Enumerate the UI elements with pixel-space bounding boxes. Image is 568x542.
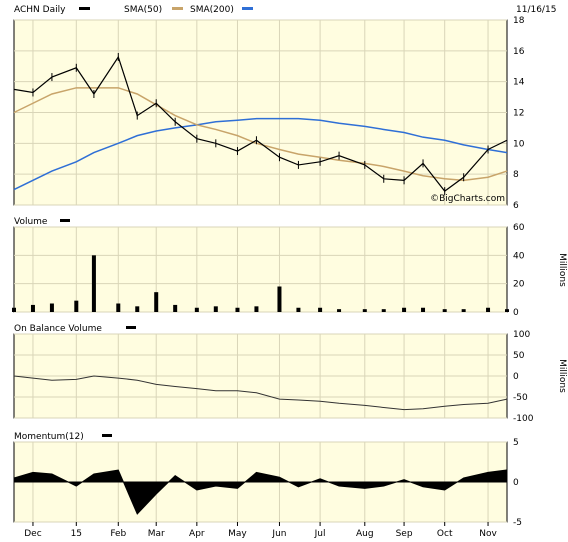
obv-unit-label: Millions <box>557 359 567 393</box>
price-panel: 6 8 10 12 14 16 18 ©BigCharts.com <box>13 16 525 211</box>
volume-bar <box>461 309 466 312</box>
volume-bar <box>381 309 386 312</box>
sma200-line <box>13 117 508 191</box>
volume-bar <box>173 304 178 312</box>
obv-line <box>13 375 508 411</box>
sma200-legend-swatch <box>242 7 253 10</box>
symbol-label: ACHN Daily <box>14 5 66 15</box>
x-tick-label: May <box>228 529 247 539</box>
obv-ytick-label: 50 <box>513 351 525 361</box>
volume-bar <box>154 292 159 312</box>
volume-title: Volume <box>14 217 48 227</box>
volume-bar <box>318 307 323 312</box>
volume-ytick-label: 20 <box>513 280 525 290</box>
obv-title: On Balance Volume <box>14 324 102 334</box>
x-tick-label: Jun <box>271 529 286 539</box>
momentum-area <box>13 469 508 515</box>
x-tick-label: Oct <box>437 529 453 539</box>
volume-bar <box>421 307 426 312</box>
watermark: ©BigCharts.com <box>430 194 505 204</box>
volume-bar <box>362 309 367 312</box>
price-ytick-label: 16 <box>513 47 525 57</box>
x-axis: Dec 15 Feb Mar Apr May Jun Jul Aug Sep Oct Nov <box>24 522 497 539</box>
obv-panel: -100 -50 0 50 100 On Balance Volume Millions <box>13 324 567 424</box>
momentum-title: Momentum(12) <box>14 432 84 442</box>
volume-bar <box>402 307 407 312</box>
momentum-ytick-label: -5 <box>513 518 522 528</box>
volume-bar <box>235 307 240 312</box>
volume-ytick-label: 40 <box>513 251 525 261</box>
chart-header: ACHN Daily SMA(50) SMA(200) 11/16/15 <box>14 5 556 15</box>
volume-bar <box>213 306 218 312</box>
sma50-label: SMA(50) <box>124 5 162 15</box>
momentum-legend-swatch <box>102 434 112 437</box>
price-legend-swatch <box>79 7 90 10</box>
x-tick-label: Aug <box>356 529 374 539</box>
volume-plot-area <box>13 226 508 313</box>
obv-ytick-label: -50 <box>513 393 528 403</box>
volume-bar <box>135 306 140 312</box>
x-tick-label: Jul <box>314 529 326 539</box>
obv-legend-swatch <box>126 326 136 329</box>
momentum-ytick-label: 0 <box>513 478 519 488</box>
x-tick-label: Sep <box>396 529 413 539</box>
obv-ytick-label: -100 <box>513 414 534 424</box>
x-tick-label: 15 <box>71 529 82 539</box>
price-ytick-label: 14 <box>513 78 525 88</box>
volume-bar <box>277 286 282 312</box>
volume-bar <box>30 304 35 312</box>
volume-bar <box>49 303 54 312</box>
volume-ytick-label: 60 <box>513 223 525 233</box>
momentum-panel: -5 0 5 Momentum(12) <box>13 432 522 528</box>
x-tick-label: Nov <box>479 529 497 539</box>
volume-bar <box>337 309 342 312</box>
x-tick-label: Feb <box>110 529 126 539</box>
price-ytick-label: 6 <box>513 201 519 211</box>
sma200-label: SMA(200) <box>190 5 234 15</box>
chart-date: 11/16/15 <box>516 5 556 15</box>
price-ytick-label: 8 <box>513 170 519 180</box>
volume-unit-label: Millions <box>557 253 567 287</box>
volume-bar <box>296 307 301 312</box>
volume-legend-swatch <box>60 219 70 222</box>
obv-ytick-label: 100 <box>513 330 530 340</box>
volume-ytick-label: 0 <box>513 308 519 318</box>
volume-bar <box>116 303 121 312</box>
volume-bar <box>91 255 96 312</box>
volume-bar <box>74 300 79 312</box>
volume-bar <box>442 309 447 312</box>
volume-panel: 0 20 40 60 Volume Millions <box>12 217 567 318</box>
price-ytick-label: 18 <box>513 16 525 26</box>
volume-bar <box>12 307 16 312</box>
volume-bar <box>486 307 491 312</box>
volume-bar <box>505 309 509 312</box>
volume-bar <box>194 307 199 312</box>
price-ytick-label: 10 <box>513 139 525 149</box>
x-tick-label: Mar <box>148 529 165 539</box>
volume-bar <box>254 306 259 312</box>
momentum-ytick-label: 5 <box>513 438 519 448</box>
x-tick-label: Dec <box>24 529 41 539</box>
x-tick-label: Apr <box>189 529 205 539</box>
sma50-legend-swatch <box>172 7 183 10</box>
price-ytick-label: 12 <box>513 109 524 119</box>
obv-ytick-label: 0 <box>513 372 519 382</box>
